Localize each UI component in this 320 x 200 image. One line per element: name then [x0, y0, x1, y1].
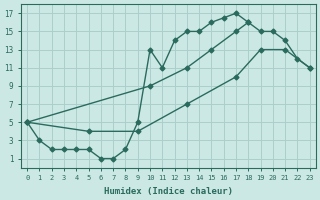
X-axis label: Humidex (Indice chaleur): Humidex (Indice chaleur) [104, 187, 233, 196]
